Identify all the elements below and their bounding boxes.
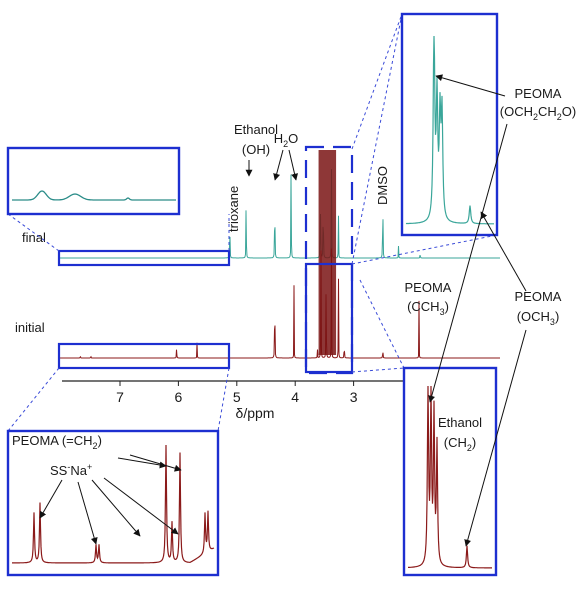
x-tick-label: 5: [233, 389, 241, 405]
annotation-ethanol-ch2-title: Ethanol: [438, 415, 482, 430]
ch2-region-solid-box: [304, 262, 354, 374]
annotation-ethanol-ch2-formula: (CH2): [444, 435, 476, 453]
annotation-water: H2O: [274, 131, 299, 149]
annotation-peoma-cch3-formula: (CCH3): [407, 299, 449, 317]
annotation-peoma-och2-formula: (OCH2CH2O): [500, 104, 576, 122]
x-tick-label: 7: [116, 389, 124, 405]
spectrum-overlap-block: [318, 150, 337, 355]
inset-peoma-och2: [400, 12, 499, 237]
annotation-trioxane: trioxane: [226, 186, 241, 232]
annotation-ss-na: SS-Na+: [50, 462, 92, 478]
annotation-ethanol-oh-2: (OH): [242, 142, 270, 157]
x-tick-label: 4: [291, 389, 299, 405]
main-spectra: [60, 150, 500, 359]
spectrum-initial: [60, 248, 500, 359]
annotation-peoma-ch2: PEOMA (=CH2): [12, 433, 102, 451]
x-axis-label: δ/ppm: [236, 405, 275, 421]
annotation-dmso: DMSO: [375, 166, 390, 205]
spectrum-final: [60, 169, 500, 259]
x-tick-label: 6: [175, 389, 183, 405]
final-baseline-box: [57, 249, 231, 267]
inset-ethanol-ch2: [402, 366, 498, 577]
x-axis: 765432 δ/ppm: [62, 380, 418, 421]
inset-initial-aromatic: [6, 429, 220, 577]
inset-final-baseline: [6, 146, 181, 216]
series-label-initial: initial: [15, 320, 45, 335]
zoom-connectors: [7, 13, 498, 432]
series-label-final: final: [22, 230, 46, 245]
annotation-peoma-och3-formula: (OCH3): [517, 309, 560, 327]
annotation-arrows: [39, 74, 527, 547]
annotation-peoma-och3-title: PEOMA: [515, 289, 562, 304]
initial-baseline-box: [57, 342, 231, 370]
annotation-ethanol-oh-1: Ethanol: [234, 122, 278, 137]
annotation-peoma-och2-title: PEOMA: [515, 86, 562, 101]
annotation-peoma-cch3-title: PEOMA: [405, 280, 452, 295]
x-tick-label: 3: [350, 389, 358, 405]
